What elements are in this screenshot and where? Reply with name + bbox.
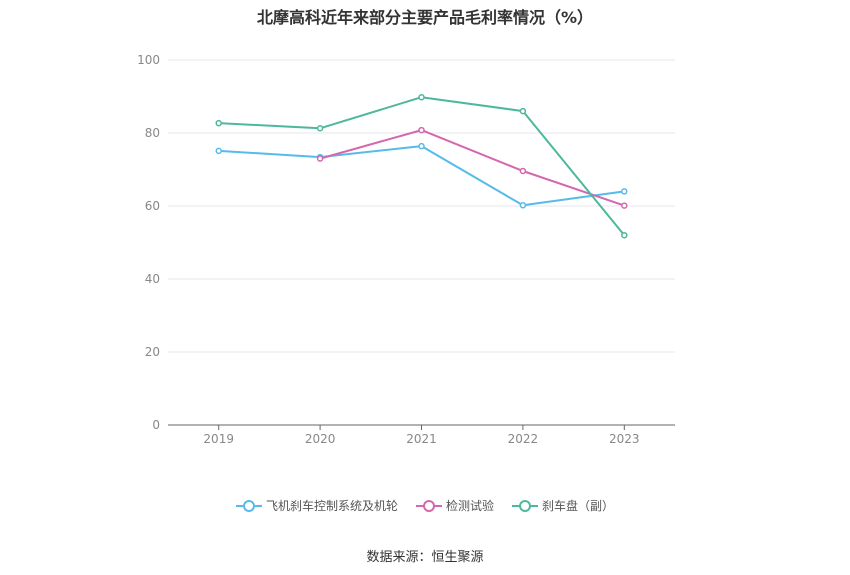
data-point[interactable] xyxy=(215,147,222,155)
legend-marker-dot xyxy=(519,499,531,512)
y-tick-label: 20 xyxy=(145,345,160,359)
series-line-0 xyxy=(218,145,625,207)
grid-lines xyxy=(168,59,675,353)
x-tick-label: 2023 xyxy=(609,432,640,446)
data-point[interactable] xyxy=(519,107,527,115)
y-tick-label: 0 xyxy=(152,418,160,432)
legend-item-0[interactable]: 飞机刹车控制系统及机轮 xyxy=(235,497,398,514)
data-point[interactable] xyxy=(418,142,425,150)
series-lines xyxy=(218,96,626,236)
y-tick-label: 60 xyxy=(145,199,160,213)
data-point[interactable] xyxy=(519,202,527,209)
y-tick-label: 100 xyxy=(137,53,160,67)
legend-label: 飞机刹车控制系统及机轮 xyxy=(265,499,398,513)
legend-marker-icon xyxy=(415,499,442,512)
legend-marker-icon xyxy=(235,499,262,512)
x-tick-label: 2022 xyxy=(508,432,539,446)
y-tick-label: 80 xyxy=(145,126,160,140)
legend-label: 检测试验 xyxy=(445,499,494,513)
data-point[interactable] xyxy=(418,93,425,101)
data-point[interactable] xyxy=(418,126,425,134)
series-line-1 xyxy=(319,129,625,207)
data-point[interactable] xyxy=(621,188,628,195)
data-point[interactable] xyxy=(215,119,222,127)
data-point[interactable] xyxy=(316,125,324,132)
legend-item-2[interactable]: 刹车盘（副） xyxy=(512,497,614,514)
legend-item-1[interactable]: 检测试验 xyxy=(415,497,494,514)
legend-marker-dot xyxy=(422,499,435,512)
source-note: 数据来源：恒生聚源 xyxy=(366,550,484,565)
data-point[interactable] xyxy=(519,167,527,175)
legend-marker-icon xyxy=(512,499,538,512)
series-line-2 xyxy=(218,96,626,236)
legend: 飞机刹车控制系统及机轮 检测试验 刹车盘（副） xyxy=(0,497,850,514)
legend-marker-dot xyxy=(242,499,255,512)
data-point[interactable] xyxy=(316,155,324,162)
data-points xyxy=(215,93,628,239)
chart-title: 北摩高科近年来部分主要产品毛利率情况（%） xyxy=(256,8,594,27)
data-point[interactable] xyxy=(621,202,628,209)
x-tick-label: 2020 xyxy=(305,432,336,446)
legend-label: 刹车盘（副） xyxy=(542,499,615,513)
y-tick-label: 40 xyxy=(145,272,160,286)
x-tick-label: 2021 xyxy=(406,432,437,446)
axes: 0 20 40 60 80 100 2019 2020 2021 2022 2023 xyxy=(137,53,675,446)
x-tick-label: 2019 xyxy=(203,432,234,446)
data-point[interactable] xyxy=(621,231,628,239)
